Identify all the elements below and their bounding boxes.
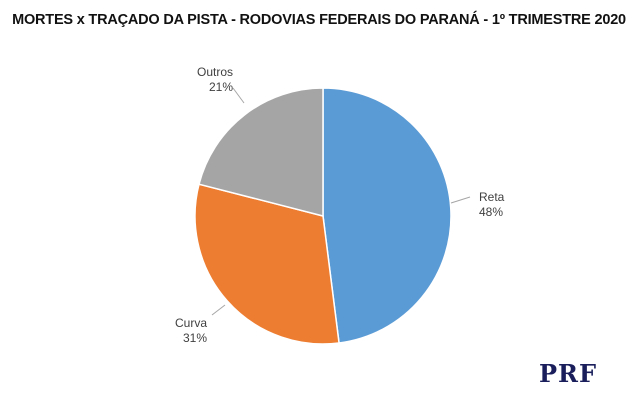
prf-logo: PRF xyxy=(539,359,598,388)
chart-title: MORTES x TRAÇADO DA PISTA - RODOVIAS FED… xyxy=(12,12,626,28)
leader-line-curva xyxy=(211,304,226,316)
slice-label-outros: Outros xyxy=(197,65,233,79)
slice-value-outros: 21% xyxy=(209,80,233,94)
leader-line-reta xyxy=(450,196,471,204)
slice-curva xyxy=(194,183,340,345)
pie-slices xyxy=(194,87,452,345)
slice-label-reta: Reta xyxy=(479,190,505,204)
leader-line-outros xyxy=(232,87,245,104)
slice-reta xyxy=(322,87,452,344)
slice-value-reta: 48% xyxy=(479,205,503,219)
slice-value-curva: 31% xyxy=(183,331,207,345)
slice-label-curva: Curva xyxy=(175,316,207,330)
slice-outros xyxy=(198,87,324,217)
